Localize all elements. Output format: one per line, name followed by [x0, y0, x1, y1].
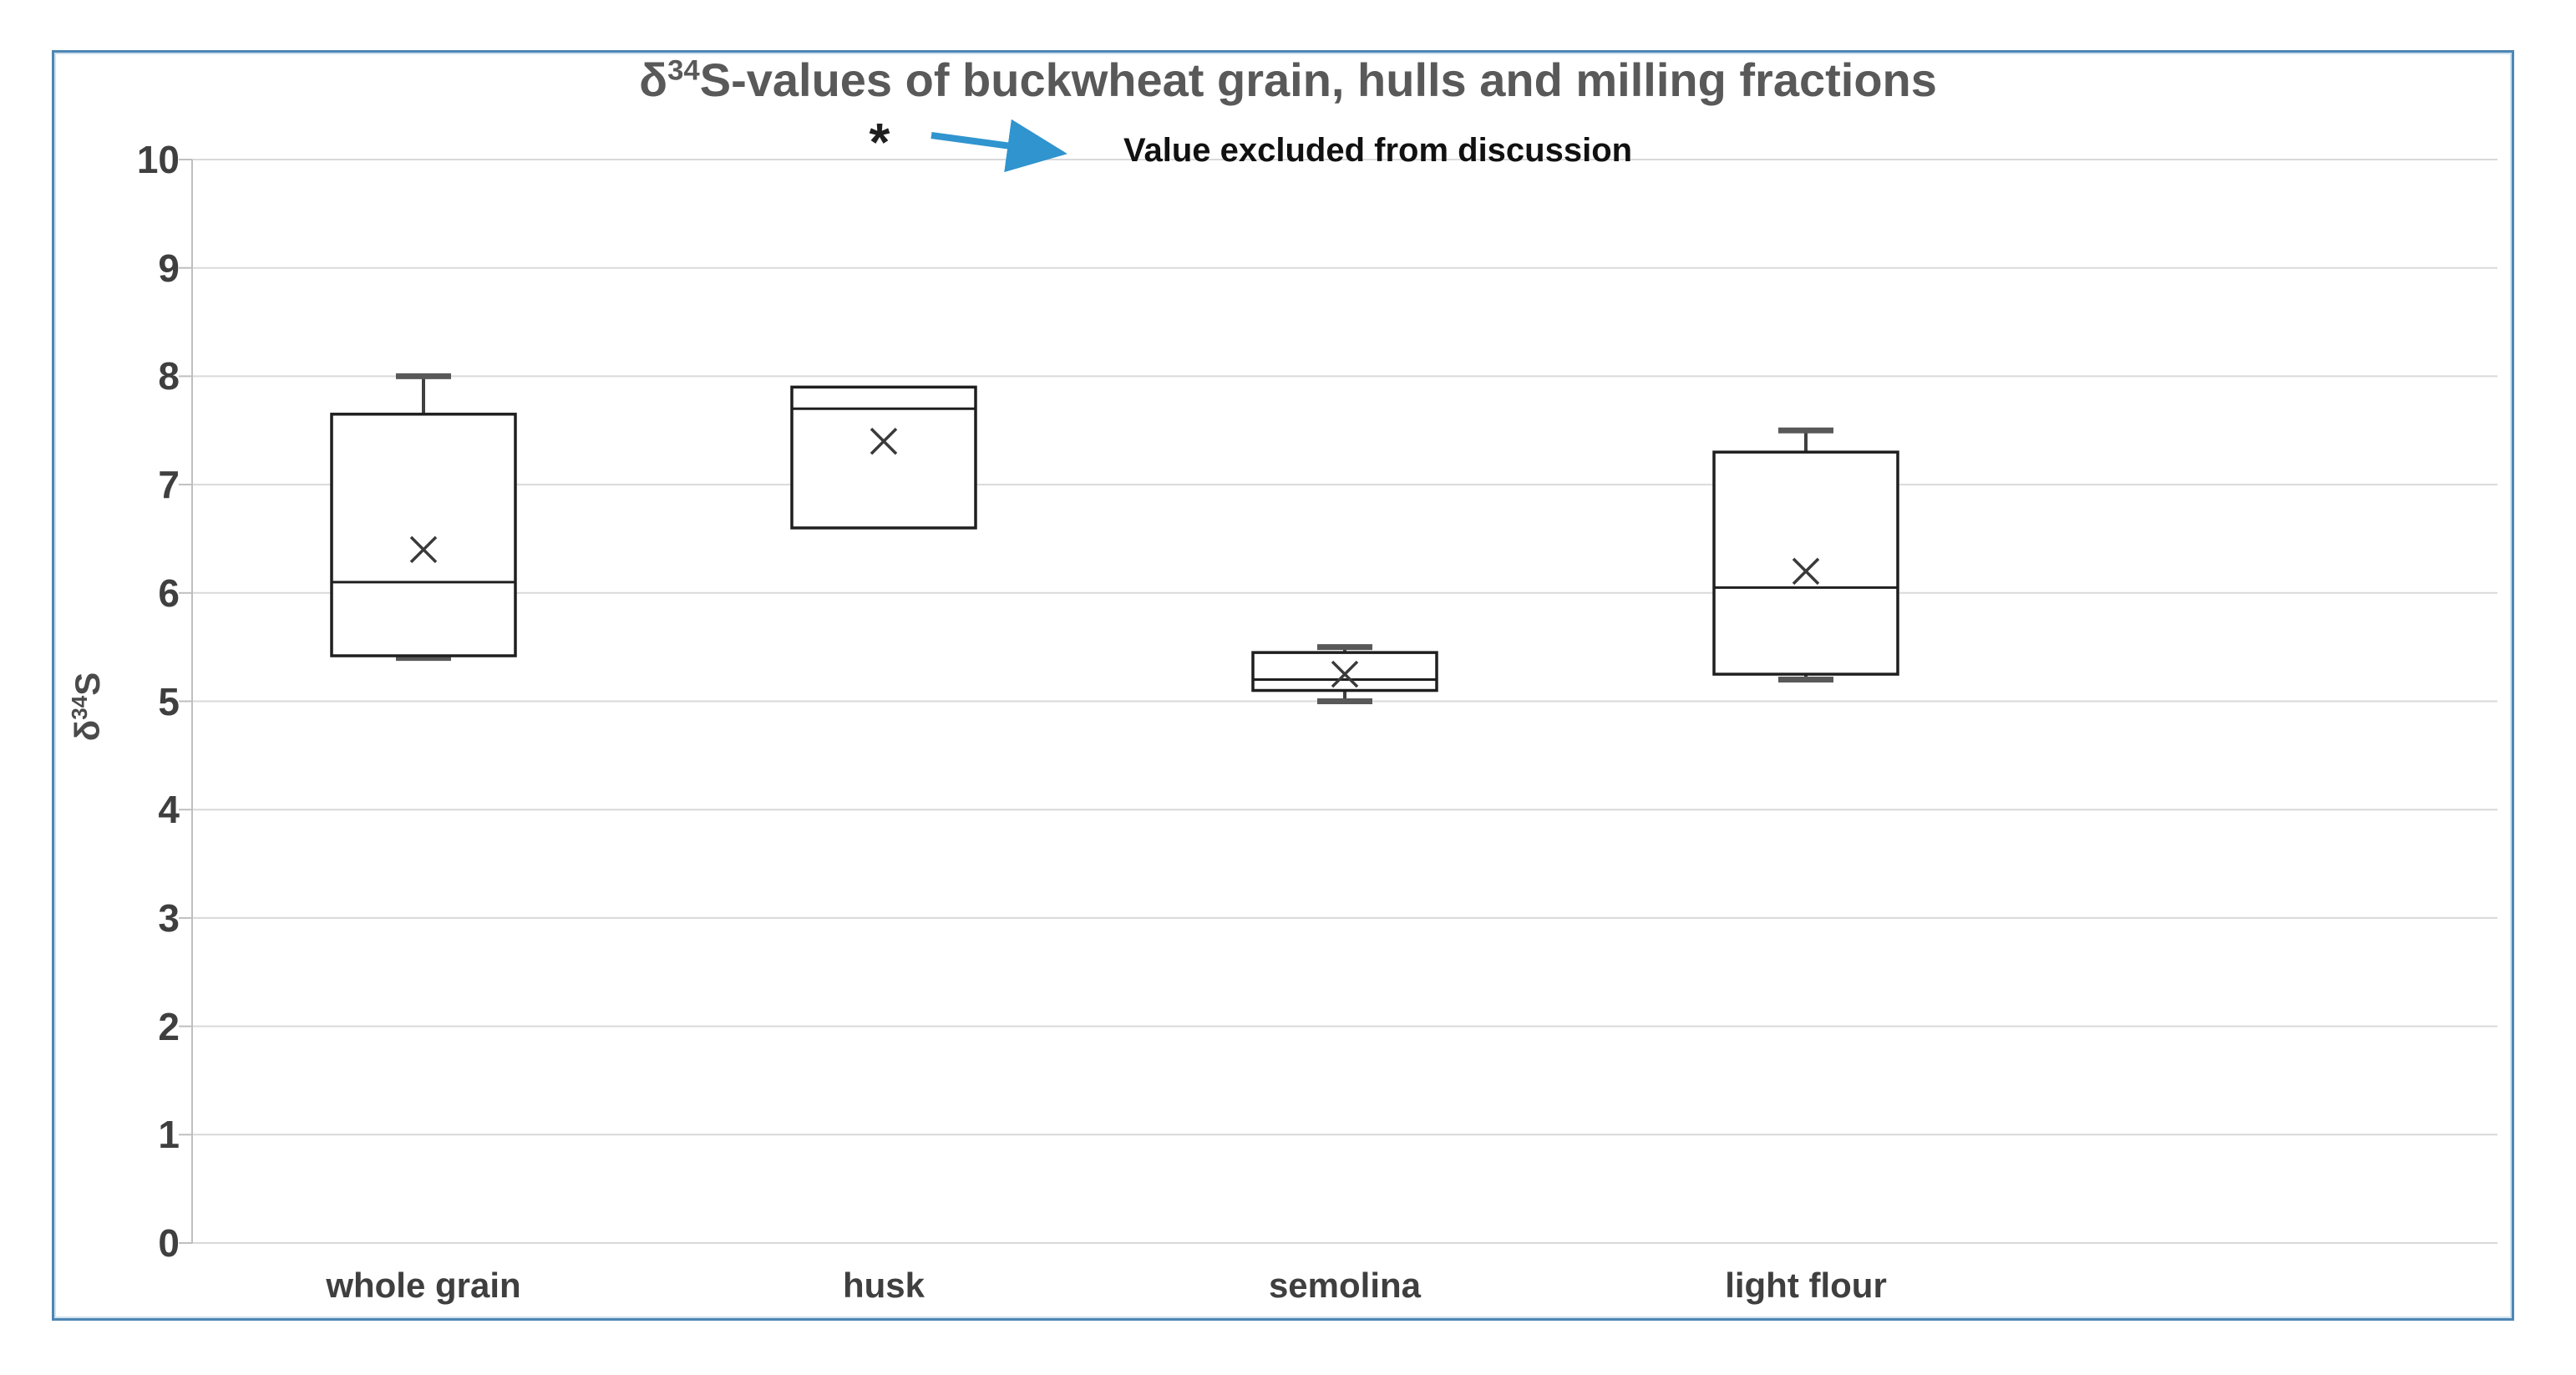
box-light-flour — [1712, 450, 1899, 676]
title-rest: S-values of buckwheat grain, hulls and m… — [699, 53, 1937, 106]
annotation-arrow-icon — [931, 119, 1067, 173]
title-superscript: 34 — [667, 54, 700, 87]
x-category-semolina: semolina — [1268, 1266, 1422, 1305]
y-tick-3: 3 — [158, 896, 180, 940]
y-tick-1: 1 — [158, 1113, 180, 1156]
y-tick-6: 6 — [158, 571, 180, 615]
y-tick-2: 2 — [158, 1005, 180, 1048]
box-husk — [790, 385, 977, 530]
box-whole-grain — [330, 413, 517, 657]
x-category-whole-grain: whole grain — [326, 1266, 521, 1305]
title-delta: δ — [639, 53, 668, 106]
y-tick-9: 9 — [158, 246, 180, 290]
chart-title: δ34S-values of buckwheat grain, hulls an… — [0, 48, 2576, 112]
y-tick-5: 5 — [158, 680, 180, 723]
x-category-light-flour: light flour — [1725, 1266, 1887, 1305]
mean-marker-x — [409, 535, 438, 564]
y-tick-0: 0 — [158, 1221, 180, 1265]
mean-marker-x — [1792, 557, 1820, 586]
y-tick-10: 10 — [136, 138, 180, 181]
annotation-text: Value excluded from discussion — [1123, 132, 1633, 169]
x-category-husk: husk — [842, 1266, 925, 1305]
y-tick-7: 7 — [158, 463, 180, 506]
y-tick-8: 8 — [158, 354, 180, 398]
outlier-asterisk-marker: * — [870, 112, 890, 172]
box-semolina — [1251, 651, 1438, 693]
mean-marker-x — [870, 427, 898, 455]
y-tick-4: 4 — [158, 788, 180, 831]
mean-marker-x — [1331, 660, 1359, 688]
